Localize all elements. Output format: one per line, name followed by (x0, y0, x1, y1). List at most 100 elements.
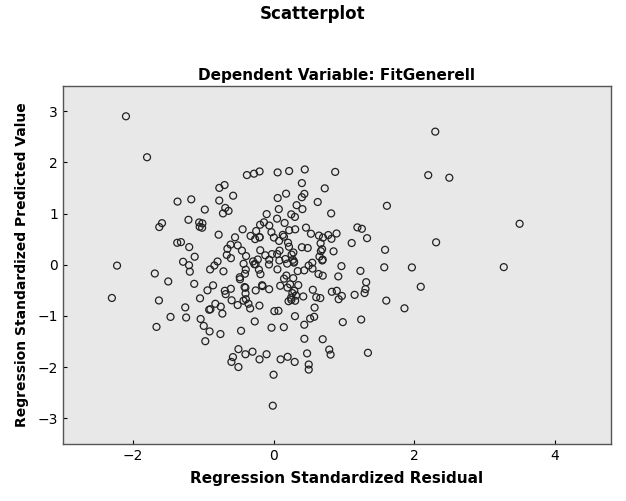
Point (329, 247, 339, 256)
Point (249, 260, 259, 268)
Point (317, 256, 327, 264)
Point (208, 282, 218, 290)
Point (233, 301, 243, 309)
Point (269, 371, 279, 379)
Point (320, 184, 330, 192)
Point (274, 307, 284, 315)
Point (230, 233, 240, 241)
Point (272, 250, 282, 258)
Point (301, 223, 311, 231)
Point (151, 323, 162, 331)
Point (299, 321, 309, 329)
Point (317, 245, 327, 253)
Point (274, 237, 284, 245)
Point (293, 267, 303, 275)
Point (287, 250, 297, 259)
Point (197, 219, 207, 227)
Point (267, 250, 277, 258)
Point (281, 272, 291, 280)
Point (200, 205, 210, 213)
Point (316, 239, 326, 247)
Point (289, 258, 299, 266)
Point (241, 252, 251, 260)
Point (275, 355, 285, 363)
Point (189, 280, 199, 288)
Point (255, 270, 265, 278)
Point (264, 285, 274, 293)
Point (226, 254, 236, 262)
Point (239, 260, 249, 268)
Point (274, 205, 284, 213)
Point (245, 232, 255, 240)
Point (289, 259, 299, 267)
Point (297, 179, 307, 187)
Point (244, 300, 254, 308)
Point (210, 300, 220, 308)
Point (205, 305, 215, 313)
Point (218, 209, 228, 217)
Point (423, 171, 433, 179)
Point (430, 128, 440, 136)
Point (274, 257, 284, 265)
Point (416, 283, 426, 291)
Point (379, 264, 389, 272)
Point (336, 262, 346, 270)
Point (255, 233, 265, 241)
Point (121, 112, 131, 120)
Point (278, 231, 288, 239)
Point (290, 312, 300, 320)
Point (407, 264, 417, 272)
Point (220, 204, 230, 212)
Point (233, 241, 243, 249)
Point (337, 292, 347, 300)
Point (304, 262, 314, 270)
Point (257, 282, 267, 290)
Point (290, 213, 300, 221)
Point (349, 291, 359, 299)
Point (275, 282, 285, 290)
Point (235, 273, 245, 281)
Point (326, 209, 336, 217)
Point (304, 366, 314, 374)
Point (215, 330, 225, 338)
Point (279, 323, 289, 331)
Point (251, 227, 261, 235)
Point (235, 275, 245, 283)
Point (332, 287, 342, 295)
Point (292, 201, 302, 209)
Point (284, 242, 294, 250)
Point (352, 223, 362, 231)
Point (257, 281, 267, 289)
Point (334, 295, 344, 303)
Point (302, 349, 312, 357)
Point (515, 220, 525, 228)
Point (363, 349, 373, 357)
Point (205, 266, 215, 274)
Point (307, 259, 317, 267)
Point (227, 358, 237, 366)
X-axis label: Regression Standardized Residual: Regression Standardized Residual (190, 471, 483, 486)
Point (220, 287, 230, 295)
Point (282, 353, 292, 361)
Point (245, 305, 255, 313)
Point (181, 314, 191, 322)
Point (240, 290, 250, 298)
Point (250, 260, 260, 268)
Point (332, 229, 342, 237)
Point (202, 287, 212, 295)
Point (264, 261, 274, 269)
Point (240, 284, 250, 292)
Point (317, 257, 327, 265)
Point (228, 192, 238, 200)
Point (236, 327, 246, 335)
Point (267, 228, 277, 236)
Point (324, 346, 334, 354)
Point (361, 278, 371, 286)
Point (220, 290, 230, 298)
Point (281, 190, 291, 198)
Point (150, 270, 160, 278)
Point (286, 210, 296, 218)
Point (272, 168, 282, 176)
Point (282, 260, 292, 268)
Point (310, 304, 320, 312)
